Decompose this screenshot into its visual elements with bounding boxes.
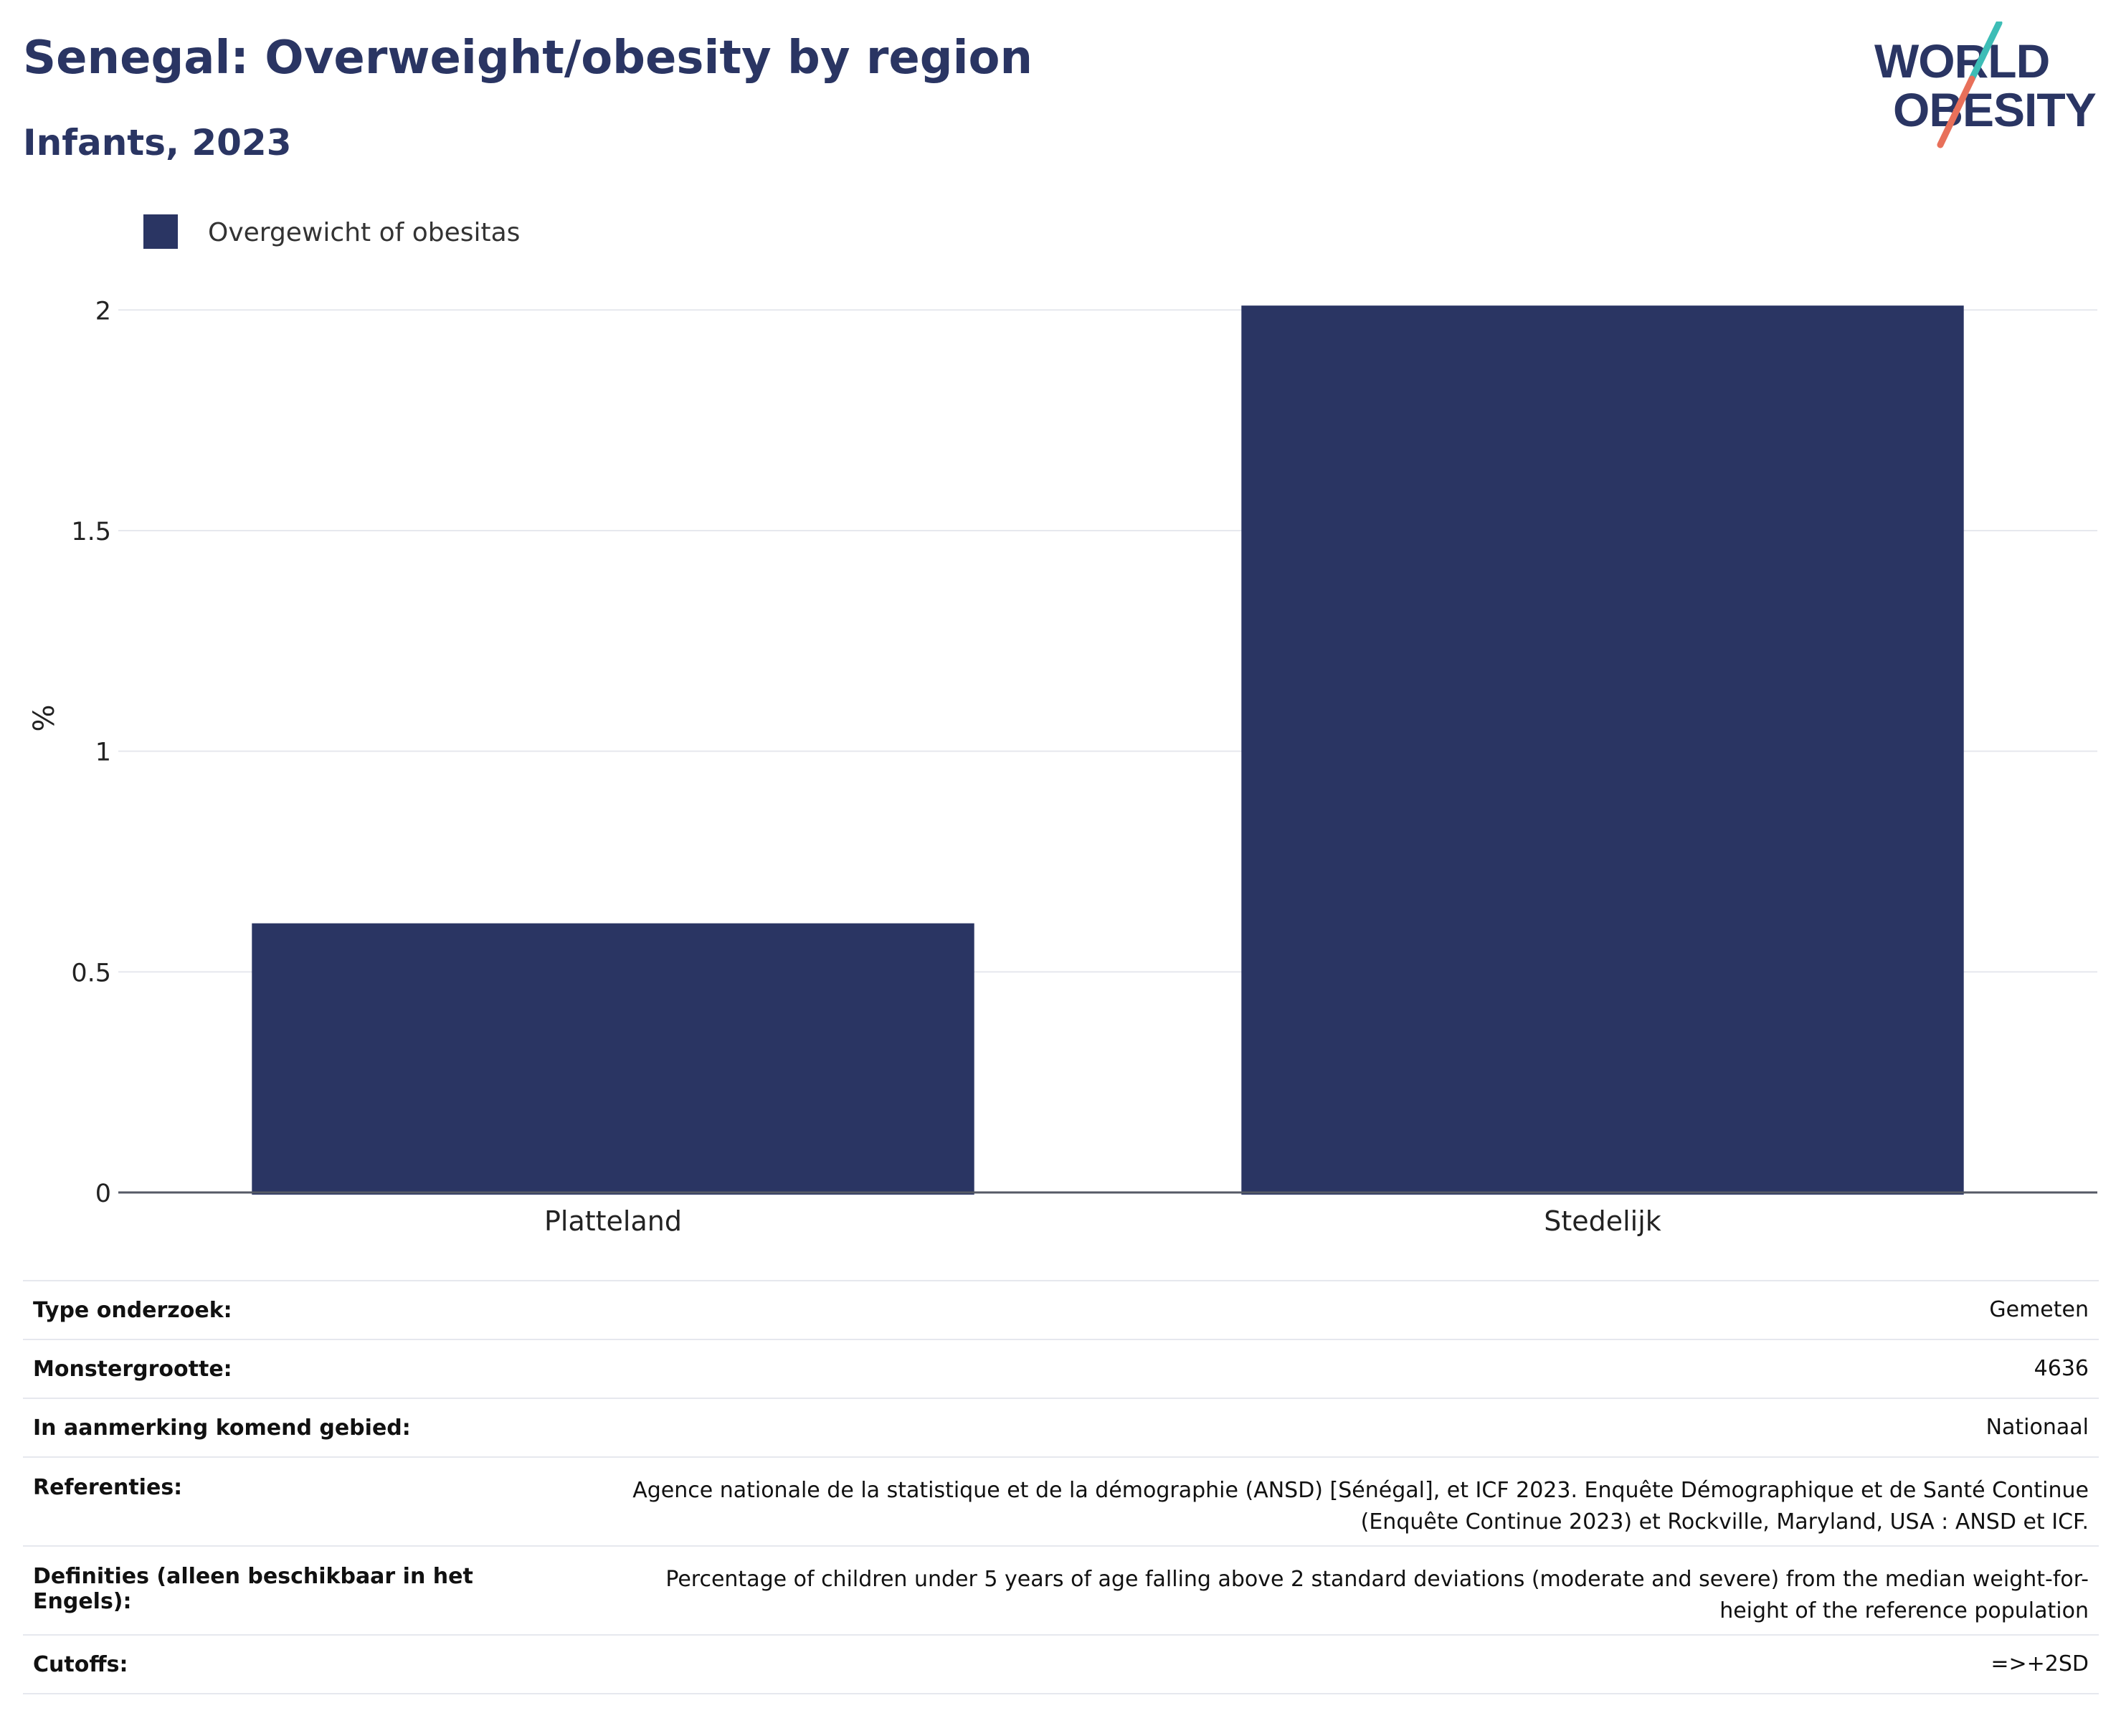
logo-word-world: WORLD [1874,34,2049,87]
meta-value: Gemeten [588,1280,2099,1339]
y-tick-label: 1 [95,739,111,767]
meta-label: Cutoffs: [23,1634,588,1694]
y-tick-label: 1.5 [71,518,111,546]
y-tick-label: 0.5 [71,959,111,987]
meta-value: =>+2SD [588,1634,2099,1694]
x-tick-label: Stedelijk [1544,1205,1661,1237]
meta-row: Type onderzoek: Gemeten [23,1280,2099,1339]
meta-label: Referenties: [23,1456,588,1546]
y-tick-label: 2 [95,297,111,326]
meta-value: 4636 [588,1339,2099,1398]
logo-slash-teal [1968,22,2003,82]
bar [252,923,974,1195]
y-tick-label: 0 [95,1180,111,1208]
page-subtitle: Infants, 2023 [23,122,292,163]
bar-chart: Overgewicht of obesitas 0 0.5 1 1.5 2% Plattel… [28,214,2097,1237]
meta-value: Agence nationale de la statistique et de… [588,1456,2099,1546]
meta-row: Cutoffs: =>+2SD [23,1634,2099,1694]
legend-label: Overgewicht of obesitas [208,218,520,247]
meta-label: Monstergrootte: [23,1339,588,1398]
meta-label: Type onderzoek: [23,1280,588,1339]
world-obesity-logo[interactable]: WORLD OBESITY [1864,22,2108,151]
meta-row: Definities (alleen beschikbaar in het En… [23,1545,2099,1635]
page-title: Senegal: Overweight/obesity by region [23,32,1033,85]
meta-row: In aanmerking komend gebied: Nationaal [23,1398,2099,1457]
meta-row: Referenties: Agence nationale de la stati… [23,1456,2099,1546]
meta-row: Monstergrootte: 4636 [23,1339,2099,1398]
bar [1241,305,1964,1195]
metadata-table: Type onderzoek: Gemeten Monstergrootte: 463… [23,1280,2099,1694]
meta-label: Definities (alleen beschikbaar in het En… [23,1545,588,1635]
logo-slash-coral [1937,75,1975,148]
y-axis-label: % [28,704,61,731]
logo-word-obesity: OBESITY [1893,83,2096,136]
meta-label: In aanmerking komend gebied: [23,1398,588,1457]
legend-swatch [143,214,178,249]
meta-value: Percentage of children under 5 years of … [588,1545,2099,1635]
x-tick-label: Platteland [544,1205,682,1237]
meta-value: Nationaal [588,1398,2099,1457]
